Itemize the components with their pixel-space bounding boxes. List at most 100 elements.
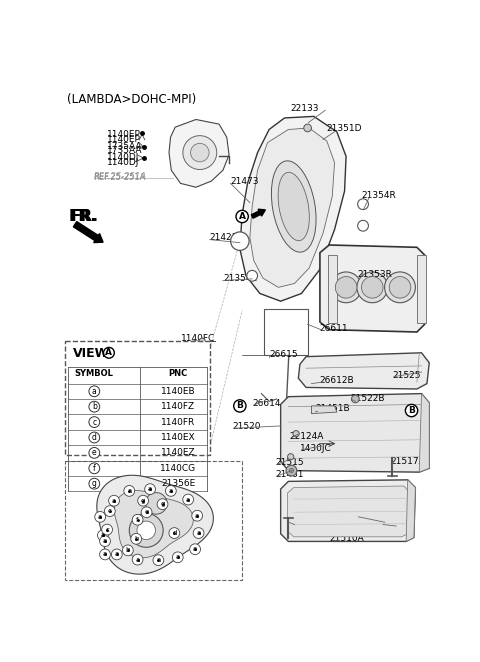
Text: PNC: PNC [168,369,188,378]
Circle shape [191,144,209,162]
Text: FR.: FR. [71,209,98,224]
Text: VIEW: VIEW [73,348,109,360]
Circle shape [108,495,120,506]
Text: 22124A: 22124A [289,432,324,441]
Text: c: c [105,526,109,533]
Text: a: a [115,551,119,557]
Text: g: g [92,479,97,488]
Circle shape [89,463,100,474]
Circle shape [89,386,100,397]
Text: a: a [186,496,190,502]
Text: a: a [103,551,107,557]
Circle shape [293,430,299,437]
Circle shape [89,432,100,443]
Circle shape [331,272,361,303]
Text: 22133: 22133 [291,104,319,113]
Text: 1140FC: 1140FC [180,334,215,342]
Text: a: a [176,554,180,560]
Circle shape [105,506,115,516]
Text: A: A [106,348,112,357]
Circle shape [192,510,203,521]
Text: (LAMBDA>DOHC-MPI): (LAMBDA>DOHC-MPI) [67,93,197,107]
Text: 21461: 21461 [275,470,304,479]
Text: 21351D: 21351D [327,124,362,133]
Bar [65,341,210,455]
Circle shape [384,272,415,303]
Circle shape [336,277,357,298]
Circle shape [122,545,133,556]
Text: a: a [127,488,132,494]
Text: b: b [134,536,138,542]
Text: 21421: 21421 [210,234,238,242]
Circle shape [358,220,369,231]
Circle shape [230,232,249,250]
Text: f: f [93,464,96,473]
Text: 1140FZ: 1140FZ [161,402,195,411]
Text: 21517A: 21517A [391,457,425,466]
Text: 21356E: 21356E [161,479,195,488]
Text: 21512: 21512 [381,518,409,528]
Circle shape [132,514,143,525]
Text: a: a [92,387,96,396]
Polygon shape [281,480,415,542]
Text: SYMBOL: SYMBOL [75,369,114,378]
Circle shape [199,338,205,344]
Text: 1140EP: 1140EP [108,130,141,140]
Text: 21354R: 21354R [361,191,396,200]
FancyArrow shape [252,209,265,218]
Polygon shape [288,486,409,537]
Circle shape [89,448,100,458]
Text: c: c [92,418,96,426]
Polygon shape [114,491,193,558]
Text: B: B [237,401,243,410]
Text: a: a [103,538,107,544]
Text: b: b [92,402,97,411]
Text: 1140CG: 1140CG [160,464,196,473]
Circle shape [157,498,168,510]
Circle shape [289,468,294,473]
Circle shape [247,270,258,281]
Circle shape [89,416,100,428]
Text: a: a [112,498,116,504]
Circle shape [138,495,148,506]
Text: f: f [136,517,139,523]
Text: 26614: 26614 [252,399,281,408]
Circle shape [89,479,100,489]
Text: A: A [239,212,246,221]
Text: 21513A: 21513A [355,510,390,520]
Ellipse shape [271,161,316,252]
Text: a: a [135,557,140,563]
Text: 26612B: 26612B [319,376,354,385]
Polygon shape [169,119,229,187]
FancyArrow shape [73,222,103,242]
Circle shape [183,494,193,505]
Text: 21451B: 21451B [315,404,350,413]
Circle shape [104,348,114,358]
Circle shape [169,528,180,538]
Circle shape [129,514,163,547]
Text: 1140EX: 1140EX [161,433,195,442]
Circle shape [111,549,122,560]
Bar [328,255,337,323]
Text: a: a [101,532,105,538]
Text: a: a [196,530,201,536]
Text: a: a [193,546,197,552]
Text: 21520: 21520 [232,422,261,431]
Text: 21522B: 21522B [350,394,384,402]
Circle shape [102,524,112,535]
Circle shape [137,521,156,540]
Text: d: d [92,433,97,442]
Text: a: a [169,488,173,494]
Text: 21353R: 21353R [358,270,393,279]
Text: 1140FR: 1140FR [161,418,195,426]
Text: a: a [156,557,160,563]
Polygon shape [250,128,335,287]
Text: 1735AA: 1735AA [108,146,143,156]
Text: 1140EZ: 1140EZ [161,448,195,457]
Text: 1140EB: 1140EB [161,387,195,396]
Text: 1430JC: 1430JC [300,444,332,453]
Circle shape [89,401,100,412]
Circle shape [100,536,110,547]
Polygon shape [419,394,429,472]
Text: FR.: FR. [69,209,97,224]
